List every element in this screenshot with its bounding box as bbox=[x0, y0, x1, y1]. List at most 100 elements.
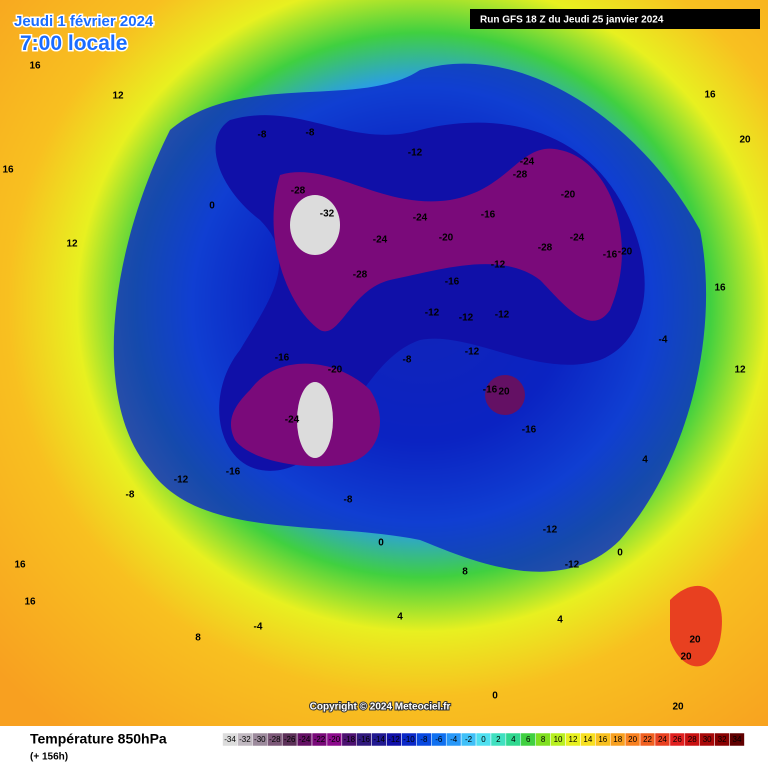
contour-label: -28 bbox=[353, 270, 368, 281]
contour-label: -24 bbox=[570, 233, 585, 244]
contour-label: 16 bbox=[704, 90, 716, 101]
colorbar-tick-label: 10 bbox=[554, 735, 563, 744]
footer-lead: (+ 156h) bbox=[30, 752, 68, 763]
colorbar-tick-label: 12 bbox=[569, 735, 578, 744]
contour-label: -16 bbox=[603, 250, 618, 261]
contour-label: 20 bbox=[739, 135, 751, 146]
contour-label: 0 bbox=[209, 201, 215, 212]
colorbar-tick-label: 32 bbox=[718, 735, 727, 744]
contour-label: -12 bbox=[543, 525, 558, 536]
contour-label: -24 bbox=[520, 157, 535, 168]
colorbar-tick-label: 4 bbox=[511, 735, 516, 744]
copyright: Copyright © 2024 Meteociel.fr bbox=[310, 702, 451, 713]
contour-label: -32 bbox=[320, 209, 335, 220]
colorbar: -34 -32 -30 -28 -26 -24 -22 -20 -18 -16 -14 -12 -10-… bbox=[222, 732, 745, 747]
contour-label: -12 bbox=[495, 310, 510, 321]
contour-label: -16 bbox=[275, 353, 290, 364]
colorbar-tick-label: 20 bbox=[628, 735, 637, 744]
colorbar-tick-label: 22 bbox=[643, 735, 652, 744]
contour-label: -12 bbox=[425, 308, 440, 319]
colorbar-tick-label: 28 bbox=[688, 735, 697, 744]
contour-label: 0 bbox=[378, 538, 384, 549]
forecast-date: Jeudi 1 février 2024 bbox=[14, 13, 154, 30]
contour-label: 20 bbox=[680, 652, 692, 663]
colorbar-swatch bbox=[729, 732, 745, 747]
contour-label: -12 bbox=[174, 475, 189, 486]
contour-label: -20 bbox=[328, 365, 343, 376]
warm-zone bbox=[670, 585, 722, 667]
colorbar-tick-label: 16 bbox=[598, 735, 607, 744]
contour-label: 16 bbox=[14, 560, 26, 571]
colorbar-tick-label: -34 bbox=[224, 735, 236, 744]
colorbar-tick-label: -12 bbox=[388, 735, 400, 744]
contour-label: -16 bbox=[522, 425, 537, 436]
contour-label: 4 bbox=[642, 455, 648, 466]
contour-label: -4 bbox=[254, 622, 263, 633]
contour-label: 16 bbox=[714, 283, 726, 294]
map-labels: 16 12 16 12 0 -8 -8 -12 -24 -28 -20 -28 -32 -24 -20 -24… bbox=[2, 61, 751, 713]
contour-label: -28 bbox=[513, 170, 528, 181]
contour-label: -16 bbox=[445, 277, 460, 288]
colorbar-tick-label: 26 bbox=[673, 735, 682, 744]
contour-label: -12 bbox=[565, 560, 580, 571]
colorbar-tick-label: -18 bbox=[344, 735, 356, 744]
coldest-spot bbox=[290, 195, 340, 255]
colorbar-tick-label: -22 bbox=[314, 735, 326, 744]
colorbar-tick-label: -6 bbox=[435, 735, 443, 744]
colorbar-tick-label: 0 bbox=[481, 735, 486, 744]
contour-label: -12 bbox=[491, 260, 506, 271]
contour-label: -8 bbox=[126, 490, 135, 501]
colorbar-tick-label: -16 bbox=[358, 735, 370, 744]
colorbar-tick-label: 30 bbox=[703, 735, 712, 744]
contour-label: 20 bbox=[672, 702, 684, 713]
colorbar-tick-label: -26 bbox=[284, 735, 296, 744]
contour-label: 4 bbox=[557, 615, 563, 626]
colorbar-tick-label: -20 bbox=[329, 735, 341, 744]
contour-label: 12 bbox=[734, 365, 746, 376]
colorbar-tick-label: -8 bbox=[420, 735, 428, 744]
contour-label: -12 bbox=[459, 313, 474, 324]
contour-label: 4 bbox=[397, 612, 403, 623]
contour-label: -24 bbox=[413, 213, 428, 224]
contour-label: -16 bbox=[481, 210, 496, 221]
contour-label: 8 bbox=[195, 633, 201, 644]
contour-label: -8 bbox=[258, 130, 267, 141]
colorbar-tick-label: -4 bbox=[450, 735, 458, 744]
contour-label: -8 bbox=[344, 495, 353, 506]
contour-label: -20 bbox=[439, 233, 454, 244]
contour-label: 16 bbox=[29, 61, 41, 72]
colorbar-tick-label: -28 bbox=[269, 735, 281, 744]
contour-label: -20 bbox=[561, 190, 576, 201]
run-box bbox=[470, 9, 760, 29]
contour-label: -8 bbox=[306, 128, 315, 139]
very-cold-zone bbox=[273, 148, 622, 332]
colorbar-tick-label: -30 bbox=[254, 735, 266, 744]
contour-label: 20 bbox=[689, 635, 701, 646]
contour-label: -24 bbox=[373, 235, 388, 246]
colorbar-tick-label: -2 bbox=[465, 735, 473, 744]
colorbar-tick-label: 34 bbox=[733, 735, 742, 744]
colorbar-tick-label: -24 bbox=[299, 735, 311, 744]
colorbar-tick-label: 8 bbox=[541, 735, 546, 744]
run-info: Run GFS 18 Z du Jeudi 25 janvier 2024 bbox=[480, 15, 664, 26]
colorbar-tick-label: 14 bbox=[583, 735, 592, 744]
contour-label: 8 bbox=[462, 567, 468, 578]
contour-label: 12 bbox=[66, 239, 78, 250]
colorbar-tick-label: 2 bbox=[496, 735, 501, 744]
contour-label: -16 bbox=[483, 385, 498, 396]
contour-label: -16 bbox=[226, 467, 241, 478]
contour-label: -12 bbox=[408, 148, 423, 159]
contour-label: 16 bbox=[24, 597, 36, 608]
contour-label: 0 bbox=[492, 691, 498, 702]
colorbar-tick-label: -32 bbox=[239, 735, 251, 744]
colorbar-tick-label: 18 bbox=[613, 735, 622, 744]
cold-spot bbox=[485, 375, 525, 415]
contour-label: 12 bbox=[112, 91, 124, 102]
coldest-spot bbox=[297, 382, 333, 458]
contour-label: 0 bbox=[617, 548, 623, 559]
footer-title: Température 850hPa bbox=[30, 731, 167, 747]
colorbar-tick-label: 6 bbox=[526, 735, 531, 744]
colorbar-tick-label: -14 bbox=[373, 735, 385, 744]
